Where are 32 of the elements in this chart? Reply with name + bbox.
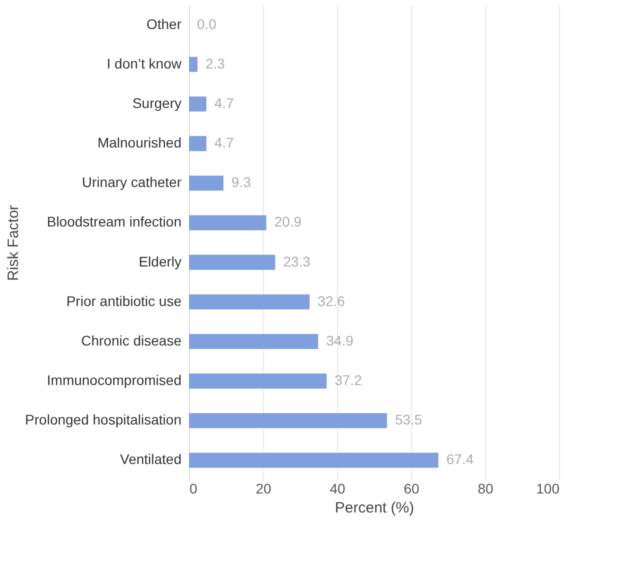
x-axis-title: Percent (%) — [334, 500, 414, 516]
y-tick-label: Ventilated — [120, 451, 182, 468]
y-tick-label: Immunocompromised — [46, 372, 182, 388]
y-tick-label: Surgery — [132, 94, 182, 111]
y-tick-label: Bloodstream infection — [46, 214, 182, 230]
data-label: 23.3 — [283, 253, 311, 270]
y-tick-label: I don’t know — [106, 55, 182, 72]
y-tick-label: Prolonged hospitalisation — [25, 412, 182, 428]
y-tick-label: Other — [146, 16, 182, 32]
data-label: 32.6 — [318, 292, 346, 309]
y-axis-title: Risk Factor — [5, 205, 22, 281]
data-label: 67.4 — [446, 451, 474, 468]
x-tick-label: 0 — [190, 480, 198, 496]
data-label: 4.7 — [214, 134, 234, 151]
x-tick-label: 20 — [256, 480, 272, 496]
y-tick-label: Chronic disease — [81, 332, 182, 348]
y-tick-label: Prior antibiotic use — [66, 292, 182, 309]
data-label: 2.3 — [206, 55, 226, 72]
data-label: 9.3 — [231, 174, 252, 190]
data-label: 0.0 — [197, 16, 217, 32]
data-label: 37.2 — [334, 372, 362, 388]
data-label: 34.9 — [326, 332, 354, 348]
x-tick-label: 80 — [478, 480, 494, 496]
data-label: 20.9 — [274, 214, 302, 230]
y-tick-label: Elderly — [138, 253, 182, 270]
x-tick-label: 100 — [536, 480, 560, 496]
x-tick-label: 60 — [404, 480, 420, 496]
data-label: 4.7 — [214, 94, 234, 111]
y-tick-label: Malnourished — [97, 134, 182, 151]
data-label: 53.5 — [394, 412, 422, 428]
x-tick-label: 40 — [330, 480, 346, 496]
y-tick-label: Urinary catheter — [82, 174, 182, 190]
